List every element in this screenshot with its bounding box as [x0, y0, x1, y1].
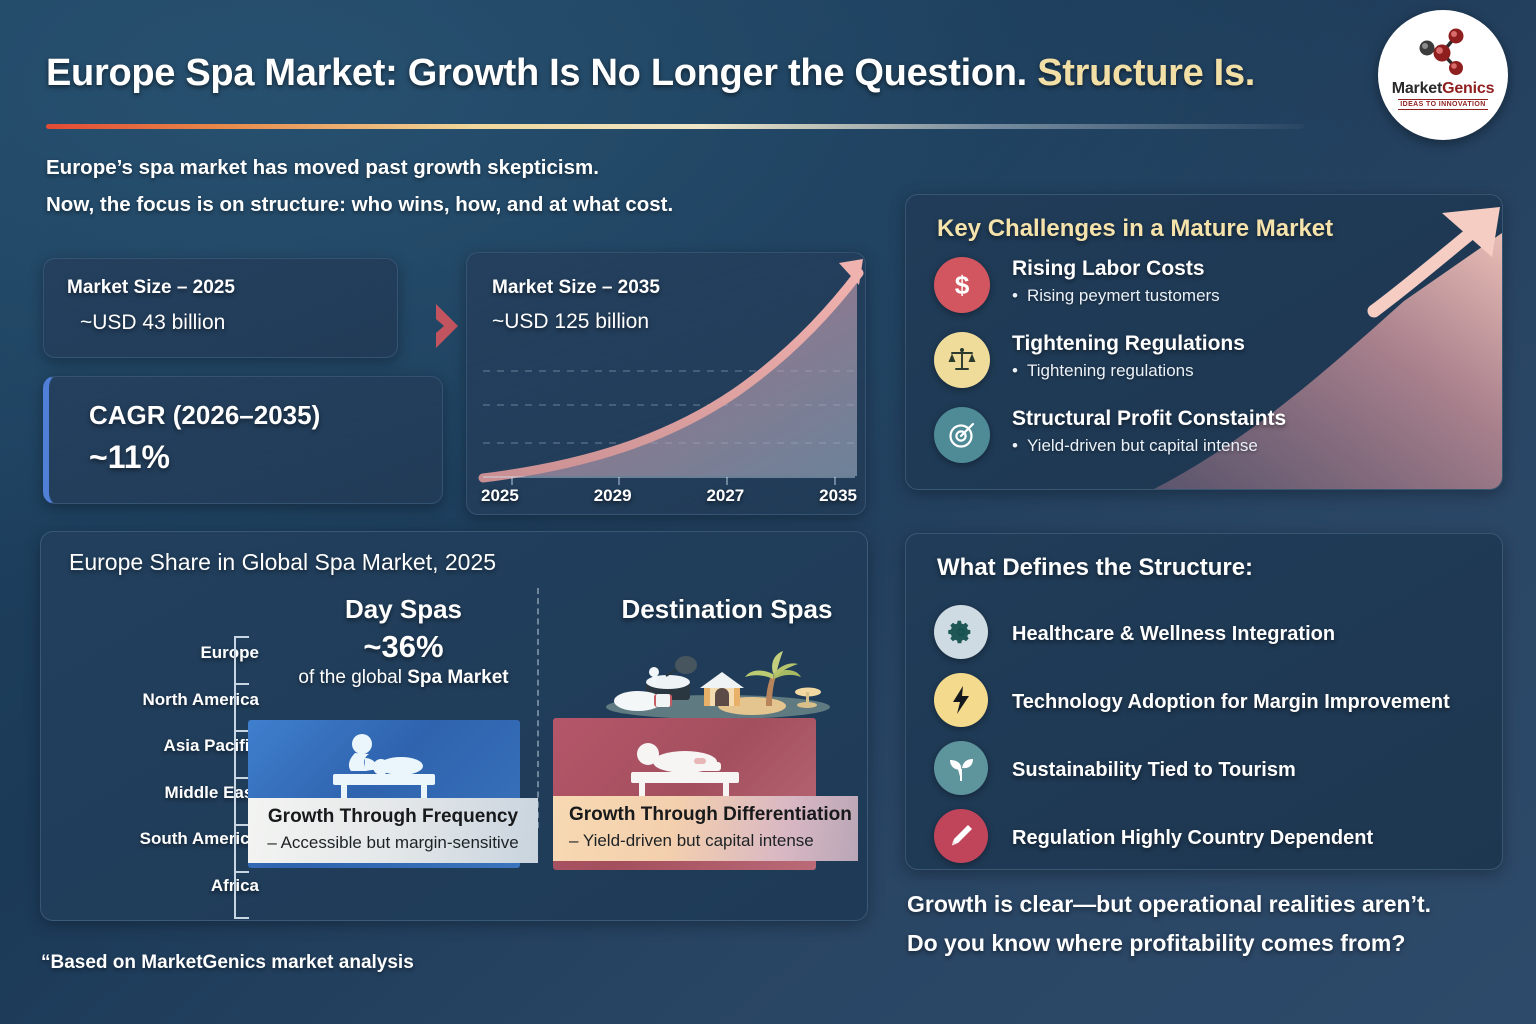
cagr-label: CAGR (2026–2035) [89, 400, 321, 430]
logo-wordmark: MarketGenics [1392, 80, 1495, 98]
market-growth-area-chart: 2025 2029 2027 2035 [467, 253, 865, 514]
gear-icon [934, 605, 988, 659]
island-resort-illustration [600, 640, 830, 725]
structure-list: Healthcare & Wellness Integration Techno… [934, 600, 1479, 869]
destination-spas-heading: Destination Spas [621, 594, 833, 624]
structure-item-label: Technology Adoption for Margin Improveme… [1012, 690, 1450, 713]
target-icon [934, 407, 990, 463]
region-row: South America [51, 816, 273, 863]
market-size-2025-value: ~USD 43 billion [80, 311, 226, 334]
svg-text:$: $ [955, 270, 970, 300]
challenge-subtext: Tightening regulations [1012, 361, 1404, 381]
day-spas-caption-bold: Spa Market [407, 667, 509, 688]
structure-item: Sustainability Tied to Tourism [934, 736, 1479, 804]
spa-columns-divider [537, 588, 539, 828]
structure-item-label: Healthcare & Wellness Integration [1012, 622, 1336, 645]
challenge-subtext: Rising peymert tustomers [1012, 286, 1404, 306]
destination-spa-caption-box: Growth Through Differentiation – Yield-d… [553, 796, 858, 861]
logo-wordmark-market: Market [1391, 80, 1443, 97]
source-footnote: “Based on MarketGenics market analysis [41, 952, 414, 973]
destination-spa-caption-heading: Growth Through Differentiation [569, 804, 852, 825]
pencil-icon [934, 809, 988, 863]
key-challenges-list: $ Rising Labor Costs Rising peymert tust… [934, 257, 1404, 482]
leaf-icon [934, 741, 988, 795]
challenge-heading: Rising Labor Costs [1012, 257, 1205, 280]
region-label: Europe [200, 643, 259, 663]
challenge-item: Tightening Regulations Tightening regula… [934, 332, 1404, 390]
day-spa-caption-subtext: – Accessible but margin-sensitive [267, 833, 519, 852]
challenge-item: $ Rising Labor Costs Rising peymert tust… [934, 257, 1404, 315]
brand-logo: MarketGenics IDEAS TO INNOVATION [1378, 10, 1508, 140]
chart-x-axis-labels: 2025 2029 2027 2035 [481, 486, 857, 506]
challenge-item: Structural Profit Constaints Yield-drive… [934, 407, 1404, 465]
closing-statement: Growth is clear—but operational realitie… [907, 893, 1431, 971]
title-divider-rule [46, 124, 1304, 129]
cagr-card: CAGR (2026–2035) ~11% [43, 376, 443, 504]
day-spas-column: Day Spas ~36% of the global Spa Market [251, 594, 556, 689]
key-challenges-panel: Key Challenges in a Mature Market $ Risi… [905, 194, 1503, 490]
market-size-2035-label: Market Size – 2035 [492, 277, 660, 298]
molecule-icon [1415, 26, 1471, 78]
closing-line-2: Do you know where profitability comes fr… [907, 930, 1406, 956]
chart-x-tick-3: 2035 [819, 486, 857, 505]
chart-x-tick-1: 2029 [593, 486, 632, 505]
structure-item-label: Regulation Highly Country Dependent [1012, 826, 1374, 849]
lede-paragraph: Europe’s spa market has moved past growt… [46, 156, 876, 231]
structure-item: Technology Adoption for Margin Improveme… [934, 668, 1479, 736]
structure-item: Regulation Highly Country Dependent [934, 804, 1479, 869]
bolt-icon [934, 673, 988, 727]
chevron-right-icon [432, 300, 466, 352]
logo-tagline: IDEAS TO INNOVATION [1398, 99, 1488, 110]
day-spas-percentage: ~36% [363, 629, 444, 664]
day-spas-heading: Day Spas [344, 594, 463, 624]
destination-spas-column: Destination Spas [593, 594, 861, 625]
europe-share-title: Europe Share in Global Spa Market, 2025 [69, 549, 497, 575]
day-spa-caption-box: Growth Through Frequency – Accessible bu… [248, 798, 538, 863]
region-axis-bracket [234, 636, 249, 919]
structure-title: What Defines the Structure: [937, 554, 1254, 581]
page-title-accent: Structure Is. [1037, 52, 1256, 94]
page-title-main: Europe Spa Market: Growth Is No Longer t… [46, 52, 1038, 94]
structure-item: Healthcare & Wellness Integration [934, 600, 1479, 668]
page-title: Europe Spa Market: Growth Is No Longer t… [46, 52, 1255, 95]
market-size-2025-card: Market Size – 2025 ~USD 43 billion [43, 258, 398, 358]
lede-line-1: Europe’s spa market has moved past growt… [46, 156, 599, 179]
dollar-icon: $ [934, 257, 990, 313]
market-size-2035-card: 2025 2029 2027 2035 Market Size – 2035 ~… [466, 252, 866, 515]
region-label: South America [139, 829, 259, 849]
market-size-2025-label: Market Size – 2025 [67, 277, 235, 298]
chart-x-tick-2: 2027 [706, 486, 745, 505]
cagr-value: ~11% [89, 439, 170, 475]
chart-x-tick-0: 2025 [481, 486, 519, 505]
challenge-heading: Structural Profit Constaints [1012, 407, 1287, 430]
massage-therapy-icon [319, 734, 449, 805]
region-row: North America [51, 677, 273, 724]
region-label: North America [142, 689, 259, 709]
structure-item-label: Sustainability Tied to Tourism [1012, 758, 1296, 781]
spa-treatment-bed-icon [623, 732, 747, 803]
structure-panel: What Defines the Structure: Healthcare &… [905, 533, 1503, 870]
day-spas-percentage-caption: of the global Spa Market [251, 667, 556, 689]
logo-wordmark-genics: Genics [1442, 80, 1495, 97]
challenge-heading: Tightening Regulations [1012, 332, 1245, 355]
day-spa-caption-heading: Growth Through Frequency [267, 806, 519, 827]
destination-spa-caption-subtext: – Yield-driven but capital intense [569, 831, 814, 850]
key-challenges-title: Key Challenges in a Mature Market [937, 215, 1334, 242]
challenge-subtext: Yield-driven but capital intense [1012, 436, 1404, 456]
closing-line-1: Growth is clear—but operational realitie… [907, 891, 1432, 917]
lede-line-2: Now, the focus is on structure: who wins… [46, 192, 674, 216]
scales-icon [934, 332, 990, 388]
day-spas-caption-prefix: of the global [298, 667, 408, 688]
region-row: Europe [51, 630, 273, 677]
market-size-2035-value: ~USD 125 billion [492, 310, 650, 333]
